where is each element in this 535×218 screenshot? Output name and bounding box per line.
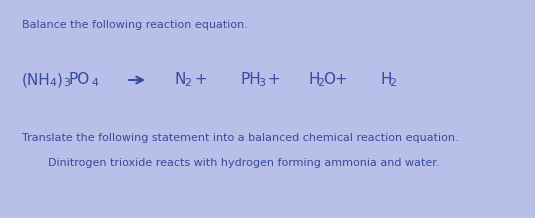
Text: PO: PO (69, 73, 90, 87)
Text: H: H (308, 73, 319, 87)
Text: N: N (175, 73, 186, 87)
Text: 4: 4 (50, 78, 57, 89)
Text: Translate the following statement into a balanced chemical reaction equation.: Translate the following statement into a… (22, 133, 458, 143)
Text: 3: 3 (258, 78, 265, 89)
Text: 2: 2 (389, 78, 396, 89)
Text: +: + (263, 73, 281, 87)
Text: (NH: (NH (22, 73, 51, 87)
Text: Dinitrogen trioxide reacts with hydrogen forming ammonia and water.: Dinitrogen trioxide reacts with hydrogen… (48, 158, 439, 168)
Text: 3: 3 (63, 78, 70, 89)
Text: O+: O+ (323, 73, 348, 87)
Text: +: + (190, 73, 208, 87)
Text: 2: 2 (184, 78, 191, 89)
Text: H: H (380, 73, 392, 87)
Text: 2: 2 (317, 78, 324, 89)
Text: PH: PH (240, 73, 261, 87)
Text: Balance the following reaction equation.: Balance the following reaction equation. (22, 20, 248, 30)
Text: ): ) (57, 73, 63, 87)
Text: 4: 4 (91, 78, 98, 89)
